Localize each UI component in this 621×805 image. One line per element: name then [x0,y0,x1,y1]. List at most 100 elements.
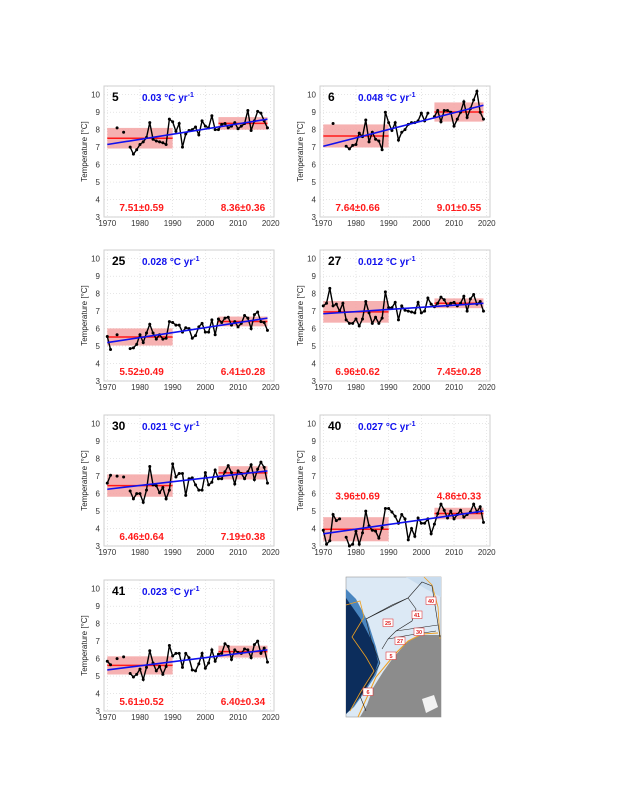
data-point [423,521,427,525]
data-point [151,331,155,335]
data-point [429,532,433,536]
data-point [230,471,233,475]
y-tick-label: 3 [96,377,101,386]
data-point [177,323,181,327]
data-point [442,108,446,112]
x-tick-label: 1970 [314,548,332,557]
data-point [439,120,443,124]
panel-25: 3 4 5 6 7 8 9 10 1970 1980 1990 2000 2010 2020 Tempera… [80,249,280,392]
data-point [213,659,217,663]
late-mean-label: 4.86±0.33 [437,492,482,503]
data-point [249,463,253,467]
data-point [213,468,217,472]
x-tick-label: 1980 [347,383,365,392]
trend-unit: °C yr [170,422,194,433]
panel-6: 3 4 5 6 7 8 9 10 1970 1980 1990 2000 2010 2020 Tempera… [296,85,496,228]
data-point [439,502,443,506]
trend-unit: °C yr [386,257,410,268]
data-point [197,325,201,329]
trend-unit-exponent: -1 [409,92,415,99]
data-point [141,678,145,682]
data-point [122,130,126,134]
x-tick-label: 1990 [380,383,398,392]
data-point [200,321,204,325]
data-point [223,316,227,320]
region-label-box [411,610,423,619]
data-point [265,126,269,130]
data-point [331,513,335,517]
data-point [158,491,162,495]
data-point [344,535,348,539]
data-point [203,666,207,670]
data-point [357,324,361,328]
y-tick-label: 5 [312,507,317,516]
data-point [364,509,368,513]
x-tick-label: 1980 [347,548,365,557]
x-tick-label: 1990 [164,219,182,228]
data-point [109,663,113,667]
late-mean-label: 6.41±0.28 [221,367,266,378]
data-point [145,488,148,492]
data-point [223,470,227,474]
trend-rate-label: 0.027 °C yr-1 [358,421,416,433]
x-tick-label: 2000 [196,383,214,392]
data-point [105,481,109,485]
y-axis-label: Temperature [°C] [296,450,305,511]
data-point [187,656,191,660]
late-mean-label: 6.40±0.34 [221,697,266,708]
x-tick-label: 1980 [131,713,149,722]
data-point [452,517,456,521]
panel-5: 3 4 5 6 7 8 9 10 1970 1980 1990 2000 2010 2020 Tempera… [80,85,280,228]
trend-unit-exponent: -1 [409,256,415,263]
data-point [171,120,175,124]
y-tick-label: 5 [96,507,101,516]
data-point [184,326,188,330]
data-point [400,130,404,134]
y-tick-label: 5 [312,342,317,351]
data-point [223,122,227,126]
data-point [436,512,440,516]
data-point [462,294,466,298]
data-point [246,316,250,320]
data-point [383,506,387,510]
y-tick-label: 5 [96,672,101,681]
data-point [200,119,204,123]
data-point [475,89,479,93]
data-point [109,348,113,352]
x-tick-label: 1990 [380,548,398,557]
trend-value: 0.021 [142,422,167,433]
data-point [243,477,247,481]
data-point [338,517,342,521]
data-point [249,327,253,331]
data-point [357,542,361,546]
y-tick-label: 10 [307,420,316,429]
y-tick-label: 9 [312,108,317,117]
x-tick-label: 2010 [229,383,247,392]
data-point [478,110,482,114]
region-label: 40 [428,599,434,605]
data-point [396,138,400,142]
data-point [347,544,351,548]
data-point [128,145,132,149]
x-tick-label: 2020 [478,383,496,392]
data-point [184,651,188,655]
x-tick-label: 1970 [98,548,116,557]
data-point [410,310,414,314]
panel-label: 27 [328,254,342,268]
y-tick-label: 4 [96,196,101,205]
data-point [184,493,188,497]
region-label: 5 [389,654,392,660]
data-point [161,337,165,341]
data-point [216,128,220,132]
data-point [481,309,485,313]
data-point [243,647,247,651]
late-mean-label: 9.01±0.55 [437,203,482,214]
y-tick-label: 6 [312,161,317,170]
data-point [174,129,178,133]
y-tick-label: 8 [96,290,101,299]
data-point [468,297,472,301]
trend-value: 0.03 [142,93,162,104]
y-tick-label: 9 [96,602,101,611]
data-point [128,671,132,675]
x-tick-label: 2020 [478,548,496,557]
